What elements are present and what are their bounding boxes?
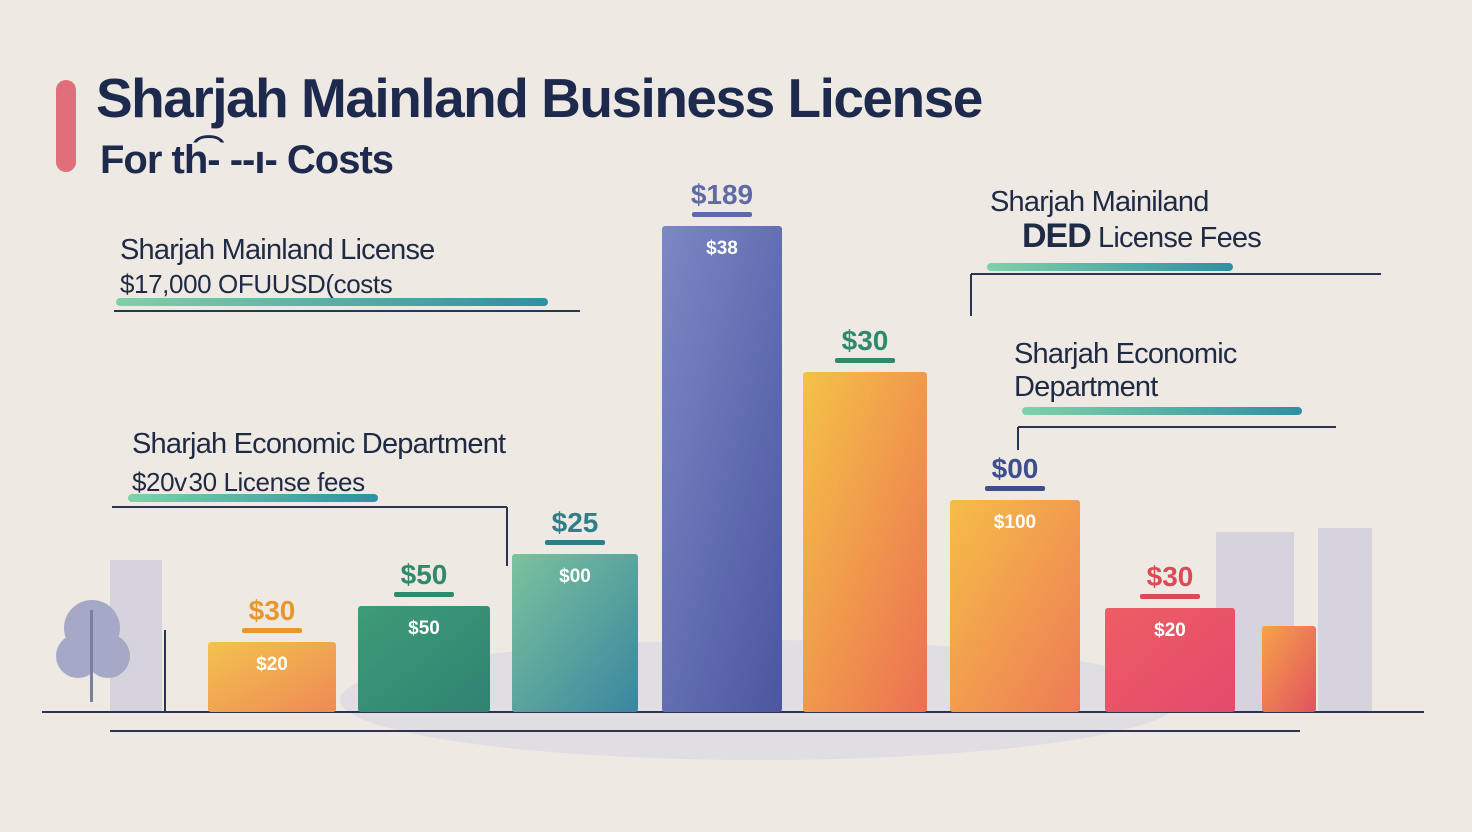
bar-7-value-label: $30 [1147,561,1194,592]
note-left-top-value: $17,000 OFUUSD(costs [120,269,393,299]
note-right-top: Sharjah Mainiland DED License Fees [990,186,1262,256]
note-right-top-line1: Sharjah Mainiland [990,186,1209,218]
bar-2-value-label: $50 [401,559,448,590]
bar-1-label-underline [242,628,302,633]
bar-8 [1262,626,1316,712]
bar-5-value-label: $30 [842,325,889,356]
bar-1 [208,642,336,712]
note-left-bottom: Sharjah Economic Department $20ᴠ 30 Lice… [132,428,506,498]
bar-4-label-underline [692,212,752,217]
note-right-mid: Sharjah Economic Department [1014,338,1282,404]
bar-3-value-label: $25 [552,507,599,538]
bar-2-label-underline [394,592,454,597]
bar-2 [358,606,490,712]
bar-6-inner-label: $100 [994,512,1036,533]
note-left-top-heading: Sharjah Mainland License [120,234,435,266]
note-right-top-bold: DED [1022,217,1092,255]
bar-1-inner-label: $20 [256,654,288,675]
bar-4 [662,226,782,712]
note-left-top-underline [116,298,548,306]
bar-4-value-label: $189 [691,179,753,210]
bar-7-inner-label: $20 [1154,620,1186,641]
note-right-mid-underline [1022,407,1302,415]
bar-6-value-label: $00 [992,453,1039,484]
bar-3-label-underline [545,540,605,545]
note-left-bottom-underline [128,494,378,502]
bar-6 [950,500,1080,712]
bar-2-inner-label: $50 [408,618,440,639]
note-left-bottom-heading: Sharjah Economic Department [132,428,506,460]
bar-4-inner-label: $38 [706,238,738,259]
note-right-mid-line2: Department [1014,371,1158,403]
note-right-top-rest: License Fees [1090,222,1262,254]
bar-7 [1105,608,1235,712]
note-right-mid-line1: Sharjah Economic [1014,338,1237,370]
bar-1-value-label: $30 [249,595,296,626]
page-subtitle: For th͡‐ ‐‐ı‐ Costs [100,138,394,182]
note-left-top: Sharjah Mainland License $17,000 OFUUSD(… [120,234,435,300]
note-right-top-underline [987,263,1233,271]
note-left-bottom-value: $20ᴠ 30 License fees [132,467,365,497]
bar-7-label-underline [1140,594,1200,599]
bar-5-label-underline [835,358,895,363]
chart-leader-lines [42,263,1424,732]
bar-3 [512,554,638,712]
bar-6-label-underline [985,486,1045,491]
page-title: Sharjah Mainland Business License [96,67,983,129]
title-accent-bar [56,80,76,172]
bar-3-inner-label: $00 [559,566,591,587]
bar-5 [803,372,927,712]
